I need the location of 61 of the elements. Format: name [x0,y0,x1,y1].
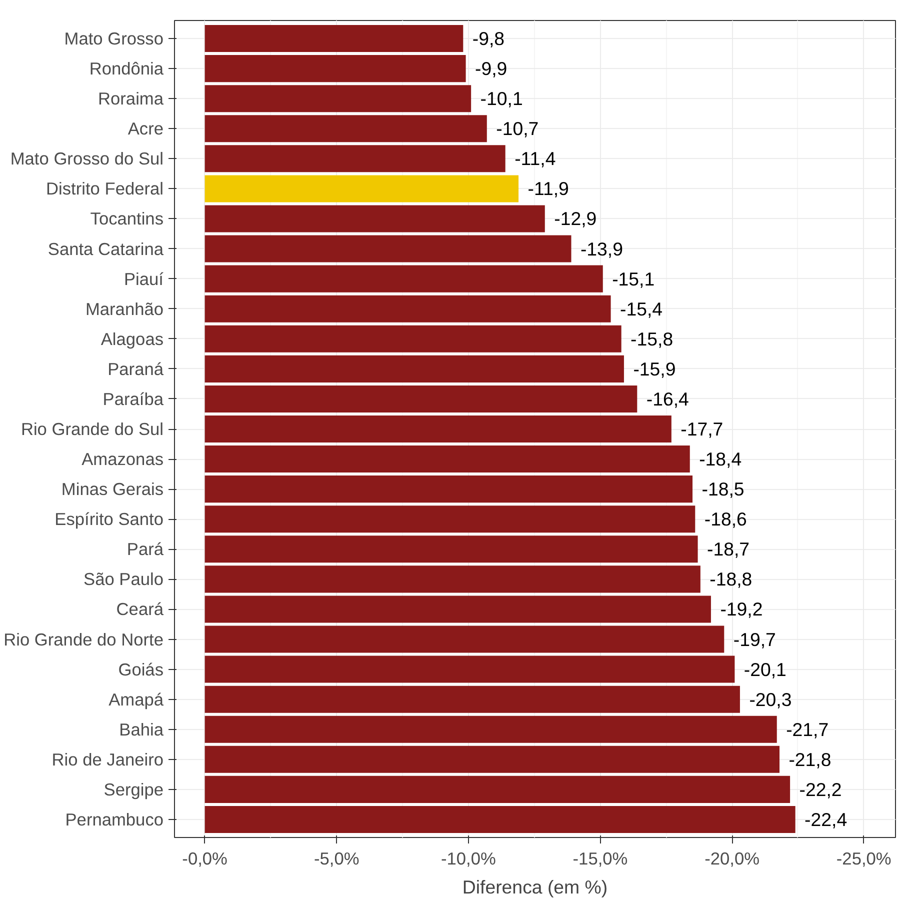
data-label: -20,3 [749,688,792,710]
data-label: -18,5 [702,478,744,500]
y-tick-label: Mato Grosso [64,28,164,49]
x-tick-label: -25,0% [836,848,892,868]
data-label: -21,7 [786,718,829,740]
y-tick-label: Pará [126,539,164,560]
data-label: -18,4 [699,448,742,470]
y-tick-label: Goiás [118,659,164,680]
data-label: -11,9 [528,178,569,200]
y-tick-label: Amapá [108,689,164,710]
y-tick-label: Tocantins [90,208,164,229]
data-label: -9,8 [472,28,505,50]
y-tick-label: Acre [128,118,164,139]
data-label: -18,6 [704,508,747,530]
y-tick-label: Rio de Janeiro [52,749,164,770]
data-label: -10,7 [496,118,539,140]
y-tick-label: Espírito Santo [54,509,164,530]
y-tick-label: Minas Gerais [61,479,164,500]
data-label: -21,8 [788,748,832,770]
y-tick-label: São Paulo [84,569,164,590]
data-label: -16,4 [646,388,689,410]
y-tick-label: Paraíba [102,388,164,409]
y-tick-label: Sergipe [104,779,164,800]
y-tick-label: Rio Grande do Norte [4,629,164,650]
data-label: -13,9 [580,238,624,260]
x-axis-title: Diferenca (em %) [462,876,608,898]
data-label: -18,8 [710,568,752,590]
y-tick-label: Distrito Federal [46,178,164,199]
data-label: -22,2 [799,778,842,800]
data-label: -9,9 [475,58,508,80]
y-tick-label: Alagoas [100,328,164,349]
y-tick-label: Paraná [108,358,164,379]
data-label: -15,4 [620,298,663,320]
y-tick-label: Rio Grande do Sul [20,419,164,439]
data-label: -19,7 [733,628,776,650]
y-tick-label: Piauí [124,268,164,289]
data-label: -17,7 [680,418,724,440]
x-tick-label: -10,0% [440,848,496,868]
data-label: -10,1 [480,88,523,110]
x-tick-label: -0,0% [182,848,228,868]
data-label: -18,7 [707,538,750,560]
y-tick-label: Santa Catarina [48,238,164,259]
data-label: -15,1 [612,268,655,290]
data-label: -20,1 [744,658,786,680]
y-tick-label: Bahia [119,719,164,740]
x-tick-label: -5,0% [314,848,360,868]
x-tick-label: -20,0% [704,848,760,868]
y-tick-label: Roraima [98,88,164,109]
y-tick-label: Rondônia [89,58,164,79]
x-tick-label: -15,0% [572,848,628,868]
data-label: -11,4 [514,148,556,170]
y-tick-label: Maranhão [85,298,164,319]
data-label: -15,9 [633,358,676,380]
data-label: -22,4 [804,808,848,830]
data-label: -15,8 [630,328,674,350]
y-tick-label: Pernambuco [65,809,164,830]
y-tick-label: Ceará [116,599,164,620]
data-label: -12,9 [554,208,597,230]
y-tick-label: Mato Grosso do Sul [10,148,164,169]
y-tick-label: Amazonas [82,449,164,470]
data-label: -19,2 [720,598,763,620]
